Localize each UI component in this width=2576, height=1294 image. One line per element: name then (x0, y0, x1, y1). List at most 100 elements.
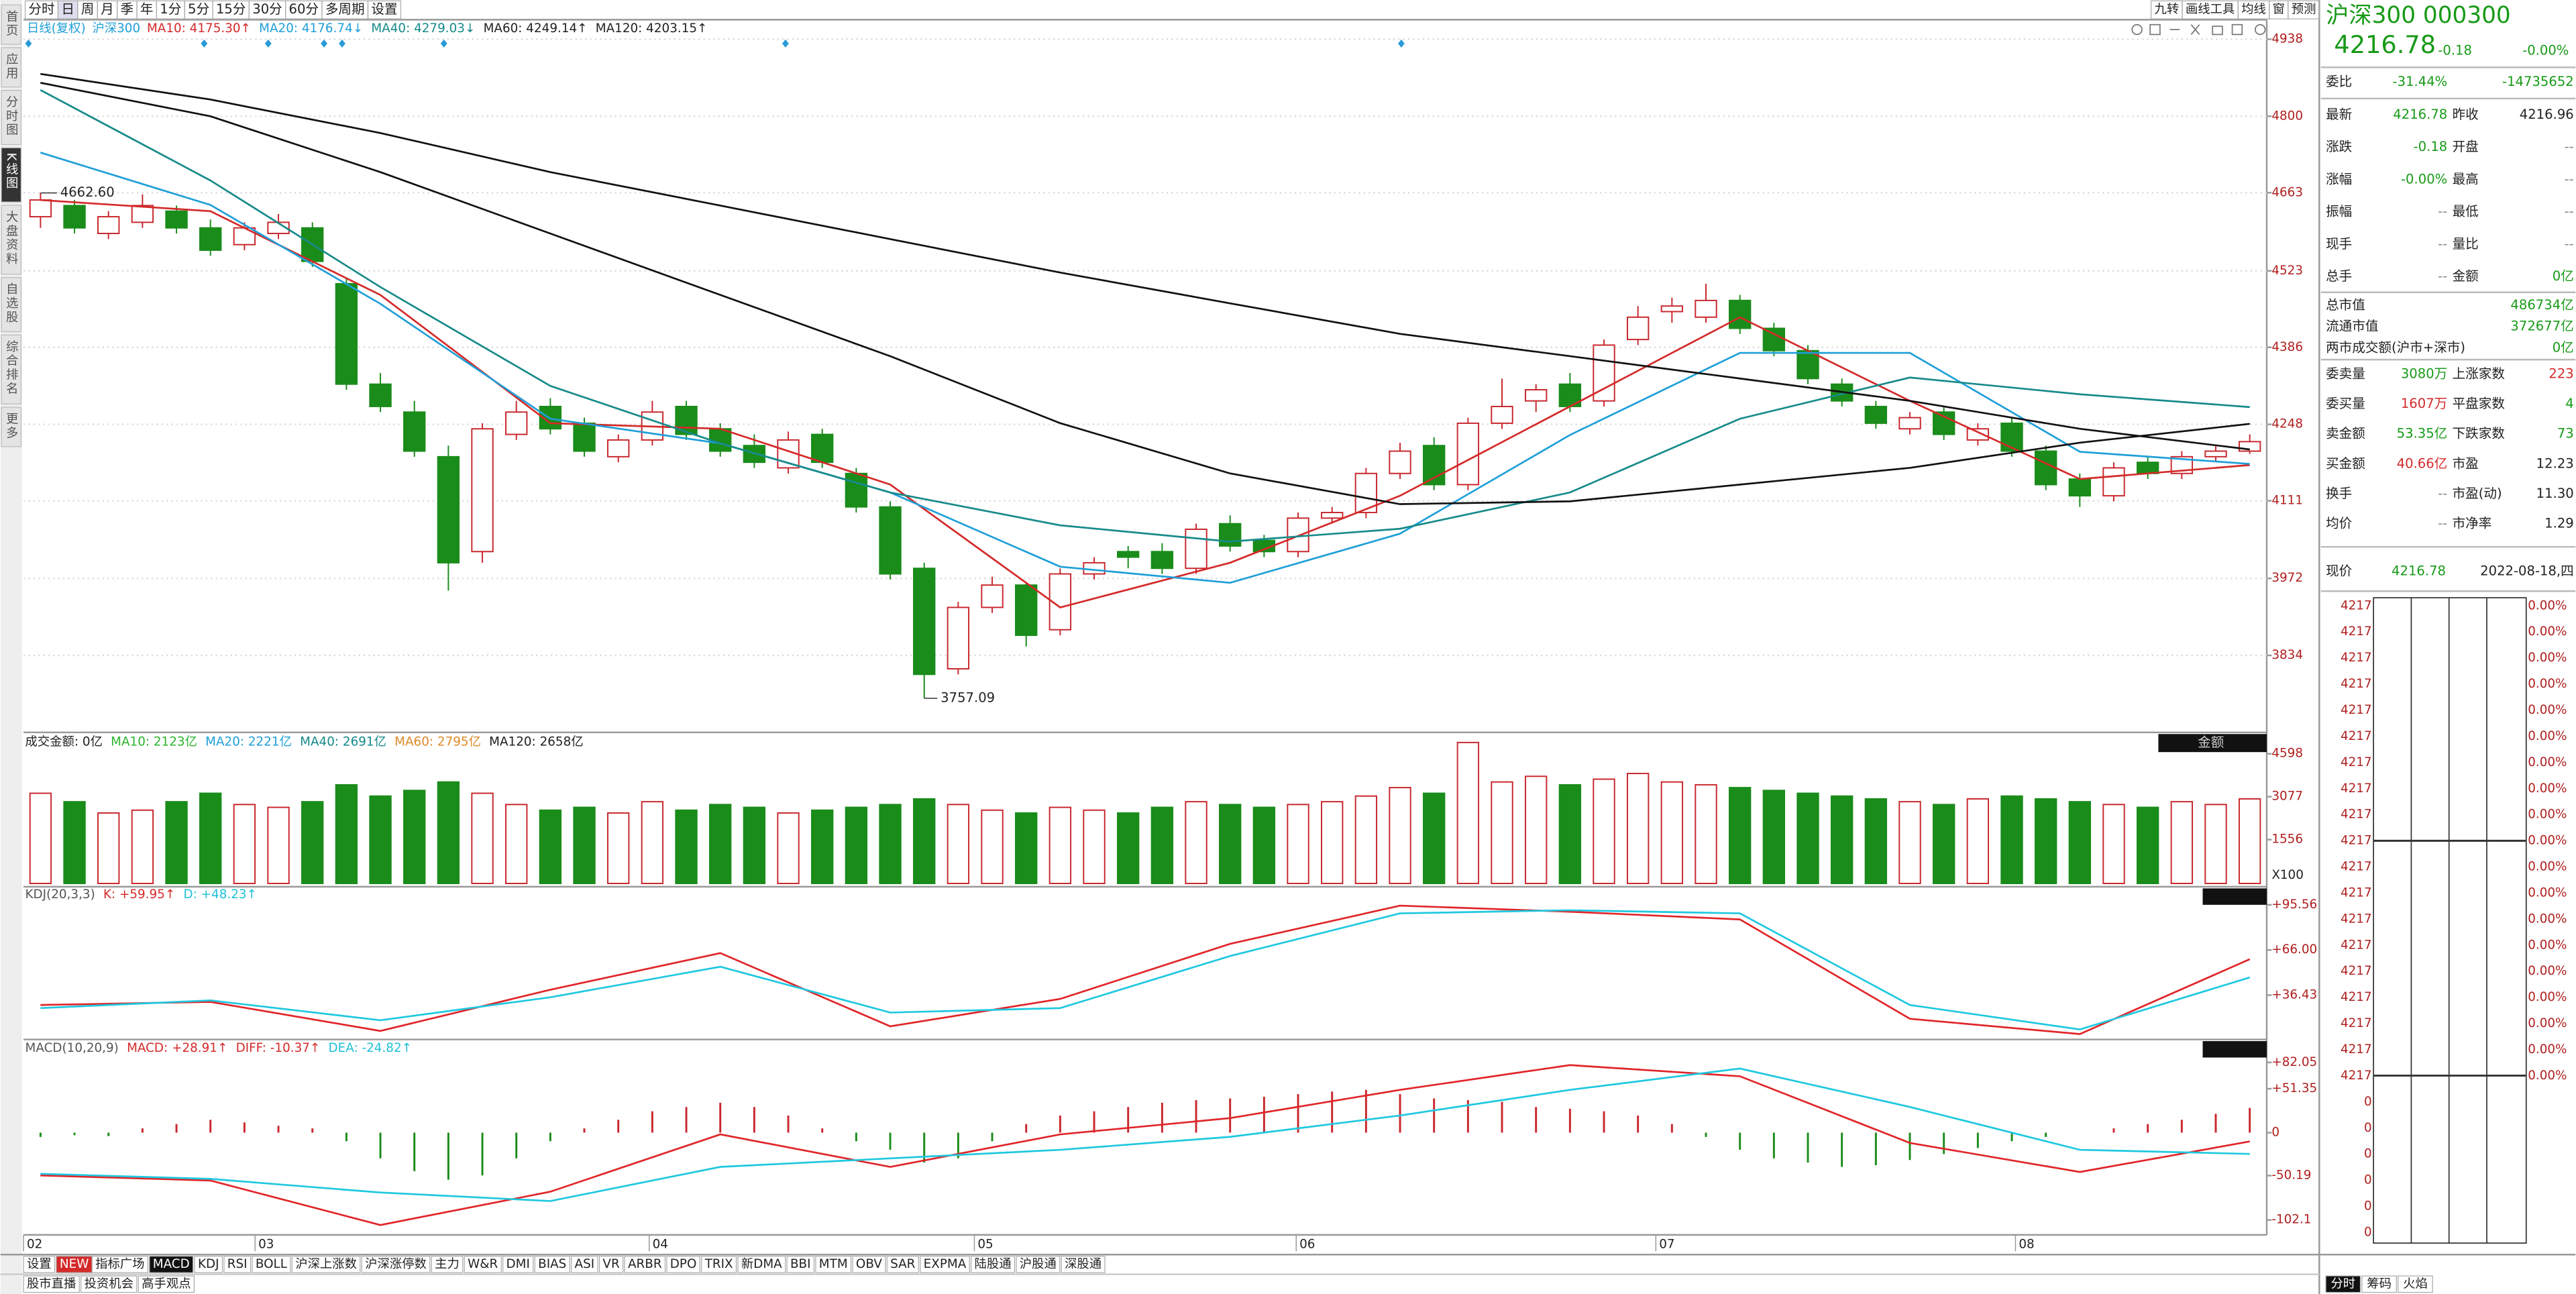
indicator-tab[interactable]: 设置 (27, 1257, 52, 1271)
indicator-tab-frame[interactable] (737, 1256, 786, 1273)
toolbar-button[interactable]: 分时 (28, 1, 54, 17)
sidebar-label[interactable]: 综合排名 (4, 340, 18, 396)
minute-tab[interactable]: 分时 (2330, 1277, 2355, 1291)
kdj-button-bg[interactable] (2202, 888, 2267, 905)
sidebar-tab[interactable] (1, 47, 22, 88)
indicator-tab-frame[interactable] (971, 1256, 1016, 1273)
amount-button[interactable]: 金额 (2198, 735, 2224, 750)
bottom-link-frame[interactable] (23, 1275, 80, 1293)
chart-tools[interactable] (2131, 23, 2266, 36)
indicator-tab[interactable]: EXPMA (924, 1257, 967, 1271)
indicator-tab-frame[interactable] (598, 1256, 624, 1273)
toolbar-button[interactable]: 预测 (2292, 3, 2316, 17)
indicator-tab-frame[interactable] (786, 1256, 815, 1273)
indicator-tab-frame[interactable] (149, 1256, 194, 1273)
sidebar-tab[interactable] (1, 334, 22, 405)
toolbar-button-frame[interactable] (367, 0, 402, 19)
indicator-tab[interactable]: 深股通 (1065, 1257, 1102, 1271)
indicator-tab[interactable]: BIAS (538, 1257, 566, 1271)
indicator-tab[interactable]: BBI (790, 1257, 811, 1271)
toolbar-button-frame[interactable] (57, 0, 78, 19)
indicator-tab[interactable]: NEW (60, 1257, 89, 1271)
toolbar-button[interactable]: 设置 (371, 1, 397, 17)
sidebar-tab[interactable] (1, 90, 22, 146)
indicator-tab[interactable]: OBV (856, 1257, 882, 1271)
indicator-tab[interactable]: 新DMA (741, 1257, 782, 1271)
indicator-tab[interactable]: KDJ (198, 1257, 219, 1271)
indicator-tab-frame[interactable] (815, 1256, 852, 1273)
indicator-tab-frame[interactable] (223, 1256, 252, 1273)
indicator-tab-frame[interactable] (291, 1256, 361, 1273)
indicator-tab-frame[interactable] (624, 1256, 666, 1273)
indicator-tab-frame[interactable] (502, 1256, 534, 1273)
indicator-tab-frame[interactable] (701, 1256, 737, 1273)
sidebar-label[interactable]: K线图 (4, 153, 18, 191)
toolbar-button[interactable]: 15分 (216, 1, 246, 17)
toolbar-button[interactable]: 窗 (2273, 3, 2285, 17)
indicator-tab[interactable]: DMI (506, 1257, 530, 1271)
indicator-tab[interactable]: VR (602, 1257, 620, 1271)
toolbar-button[interactable]: 均线 (2241, 3, 2266, 17)
indicator-tab[interactable]: SAR (890, 1257, 916, 1271)
bottom-link-frame[interactable] (80, 1275, 138, 1293)
indicator-tab-frame[interactable] (920, 1256, 970, 1273)
toolbar-button[interactable]: 1分 (160, 1, 181, 17)
minute-tab[interactable]: 火焰 (2403, 1277, 2428, 1291)
indicator-tab[interactable]: ASI (575, 1257, 595, 1271)
sidebar-tab[interactable] (1, 147, 22, 203)
indicator-tab-frame[interactable] (194, 1256, 223, 1273)
indicator-tab-frame[interactable] (431, 1256, 464, 1273)
toolbar-button-frame[interactable] (2150, 0, 2183, 19)
indicator-tab-frame[interactable] (571, 1256, 598, 1273)
indicator-tab[interactable]: BOLL (256, 1257, 288, 1271)
indicator-tab[interactable]: DPO (670, 1257, 697, 1271)
indicator-tab-frame[interactable] (1016, 1256, 1061, 1273)
minute-tab-frame[interactable] (2398, 1275, 2433, 1293)
toolbar-button[interactable]: 多周期 (325, 1, 365, 17)
sidebar-label[interactable]: 应用 (4, 52, 18, 80)
toolbar-button[interactable]: 60分 (289, 1, 319, 17)
bottom-link[interactable]: 投资机会 (85, 1277, 133, 1291)
indicator-tab[interactable]: MACD (153, 1257, 190, 1271)
minute-tab[interactable]: 筹码 (2367, 1277, 2392, 1291)
indicator-tab-frame[interactable] (23, 1256, 56, 1273)
amount-button-bg[interactable] (2158, 734, 2267, 753)
indicator-tab[interactable]: TRIX (704, 1257, 733, 1271)
toolbar-button[interactable]: 画线工具 (2186, 3, 2235, 17)
toolbar-button[interactable]: 周 (81, 1, 95, 17)
sidebar-label[interactable]: 大盘资料 (4, 210, 18, 266)
bottom-link[interactable]: 高手观点 (142, 1277, 191, 1291)
indicator-tab-frame[interactable] (852, 1256, 886, 1273)
indicator-tab[interactable]: 沪股通 (1020, 1257, 1057, 1271)
indicator-tab[interactable]: 陆股通 (975, 1257, 1012, 1271)
indicator-tab[interactable]: MTM (819, 1257, 848, 1271)
sidebar-tab[interactable] (1, 4, 22, 45)
toolbar-button[interactable]: 月 (101, 1, 114, 17)
indicator-tab[interactable]: 沪深上涨数 (295, 1257, 357, 1271)
sidebar-tab[interactable] (1, 277, 22, 333)
toolbar-button[interactable]: 季 (121, 1, 134, 17)
indicator-tab[interactable]: RSI (227, 1257, 248, 1271)
indicator-tab[interactable]: 主力 (435, 1257, 460, 1271)
toolbar-button[interactable]: 5分 (188, 1, 209, 17)
indicator-tab-frame[interactable] (1061, 1256, 1106, 1273)
sidebar-tab[interactable] (1, 205, 22, 275)
sidebar-label[interactable]: 自选股 (4, 282, 18, 324)
bottom-link-frame[interactable] (138, 1275, 195, 1293)
toolbar-button[interactable]: 年 (140, 1, 154, 17)
toolbar-button[interactable]: 30分 (252, 1, 282, 17)
indicator-tab-frame[interactable] (252, 1256, 291, 1273)
sidebar-label[interactable]: 分时图 (4, 95, 18, 137)
indicator-tab-frame[interactable] (534, 1256, 570, 1273)
sidebar-tab[interactable] (1, 407, 22, 447)
minute-tab-frame[interactable] (2361, 1275, 2397, 1293)
indicator-tab-frame[interactable] (91, 1256, 149, 1273)
indicator-tab[interactable]: 沪深涨停数 (365, 1257, 427, 1271)
minute-tab-frame[interactable] (2325, 1275, 2361, 1293)
indicator-tab-frame[interactable] (666, 1256, 700, 1273)
macd-button-bg[interactable] (2202, 1041, 2267, 1058)
toolbar-button[interactable]: 日 (61, 1, 74, 17)
toolbar-button[interactable]: 九转 (2154, 3, 2179, 17)
sidebar-label[interactable]: 更多 (4, 412, 18, 440)
indicator-tab[interactable]: 指标广场 (95, 1257, 144, 1271)
